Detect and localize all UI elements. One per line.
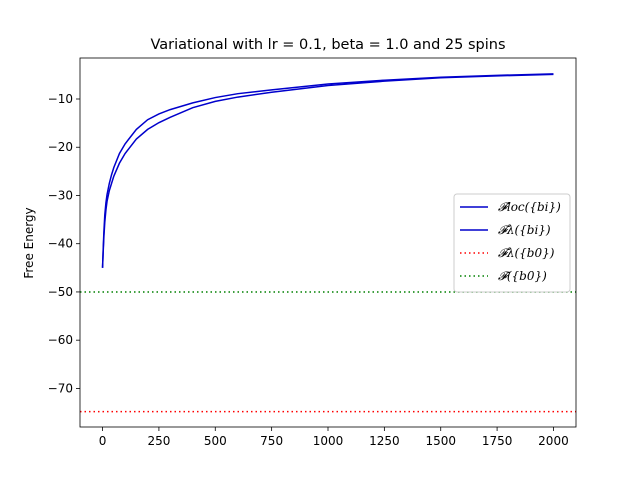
y-tick-label: −60 bbox=[48, 333, 73, 347]
x-tick-label: 250 bbox=[147, 434, 170, 448]
y-tick-label: −70 bbox=[48, 381, 73, 395]
legend-label: 𝓕λ({b0}) bbox=[498, 246, 555, 260]
legend-label: 𝓕loc({bi}) bbox=[498, 200, 561, 214]
x-tick-label: 500 bbox=[204, 434, 227, 448]
y-tick-label: −40 bbox=[48, 237, 73, 251]
y-tick-label: −30 bbox=[48, 188, 73, 202]
series-0-curve bbox=[101, 73, 554, 268]
legend-label: 𝓕λ({bi}) bbox=[498, 223, 551, 237]
x-tick-label: 0 bbox=[99, 434, 107, 448]
y-tick-label: −50 bbox=[48, 285, 73, 299]
x-tick-label: 1000 bbox=[313, 434, 344, 448]
x-tick-label: 2000 bbox=[538, 434, 569, 448]
x-tick-label: 1500 bbox=[425, 434, 456, 448]
chart-title: Variational with lr = 0.1, beta = 1.0 an… bbox=[150, 37, 505, 53]
y-tick-label: −10 bbox=[48, 92, 73, 106]
x-tick-label: 750 bbox=[260, 434, 283, 448]
legend-box bbox=[453, 193, 571, 293]
x-tick-label: 1250 bbox=[369, 434, 400, 448]
x-tick-label: 1750 bbox=[482, 434, 513, 448]
axes: 0 250 500 750 1000 1250 1500 1750 2000 −70 −60 −50 −… bbox=[48, 57, 577, 448]
legend: 𝓕loc({bi}) 𝓕λ({bi}) 𝓕λ({b0}) 𝓕({b0}) bbox=[453, 193, 571, 293]
y-axis-label: Free Energy bbox=[22, 207, 36, 278]
y-tick-label: −20 bbox=[48, 140, 73, 154]
series-1-curve bbox=[101, 73, 554, 268]
legend-label: 𝓕({b0}) bbox=[498, 269, 547, 283]
plot-area bbox=[80, 73, 576, 413]
